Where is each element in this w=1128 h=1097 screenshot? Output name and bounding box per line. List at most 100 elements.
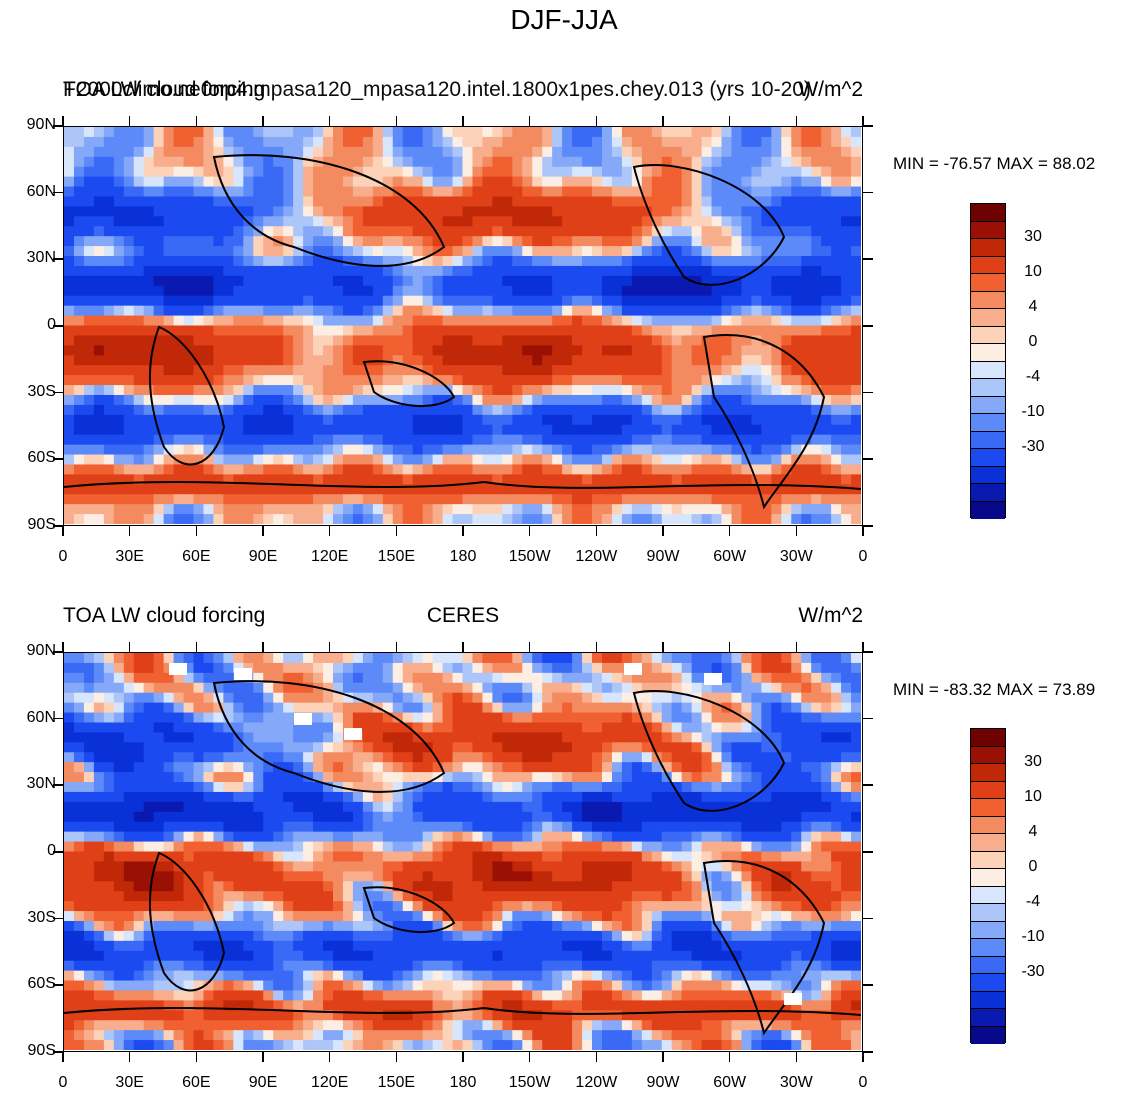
lon-tick: [528, 116, 531, 126]
lat-tick: [863, 917, 873, 920]
lon-tick-label: 0: [858, 548, 868, 565]
lon-tick-label: 90E: [248, 548, 278, 565]
cloud-forcing-field: [64, 127, 861, 524]
colorbar-label: 4: [1028, 298, 1038, 315]
lon-tick-label: 150W: [508, 1074, 551, 1091]
lon-tick: [128, 1052, 131, 1062]
lat-tick: [53, 851, 63, 853]
colorbar-segment: [971, 746, 1005, 764]
lon-tick-label: 30W: [779, 1074, 813, 1091]
coastline: [212, 680, 446, 793]
lat-tick: [53, 191, 63, 194]
lon-tick: [662, 116, 664, 126]
colorbar-segment: [971, 361, 1005, 379]
lon-tick: [862, 1052, 864, 1062]
colorbar-label: 10: [1024, 263, 1042, 280]
lat-tick-label: 60N: [26, 182, 56, 200]
colorbar-label: 30: [1024, 753, 1042, 770]
lat-tick: [53, 391, 63, 394]
lon-tick-label: 90W: [646, 1074, 680, 1091]
missing-data-patch: [294, 713, 312, 725]
lat-tick: [863, 525, 873, 527]
coastline: [702, 860, 826, 1036]
lon-tick-label: 90W: [646, 548, 680, 565]
lon-tick: [128, 642, 131, 652]
lon-tick: [595, 526, 598, 536]
lon-tick: [195, 526, 198, 536]
colorbar-label: -30: [1021, 438, 1045, 455]
lon-tick: [262, 116, 264, 126]
lon-tick: [262, 526, 264, 536]
lon-tick-label: 120E: [310, 548, 349, 565]
colorbar-segment: [971, 851, 1005, 869]
lat-tick: [863, 125, 873, 127]
colorbar-segment: [971, 239, 1005, 257]
colorbar-segment: [971, 466, 1005, 484]
lat-tick: [863, 325, 873, 327]
lat-tick-label: 90N: [26, 642, 56, 659]
lon-tick: [528, 1052, 531, 1062]
lon-tick-label: 30E: [115, 548, 144, 565]
lat-tick-label: 90S: [27, 516, 56, 533]
lat-tick: [53, 458, 63, 460]
colorbar-segment: [971, 939, 1005, 957]
lon-tick: [195, 1052, 198, 1062]
colorbar-segment: [971, 764, 1005, 782]
lon-tick: [662, 1052, 664, 1062]
colorbar: [970, 203, 1006, 519]
colorbar-segment: [971, 204, 1005, 222]
lat-tick-label: 30S: [27, 382, 56, 400]
lat-tick-label: 90N: [26, 116, 56, 133]
lat-tick: [53, 784, 63, 786]
lat-tick: [53, 651, 63, 653]
lon-tick: [662, 642, 664, 652]
colorbar-label: 30: [1024, 228, 1042, 245]
colorbar-segment: [971, 799, 1005, 817]
colorbar-segment: [971, 274, 1005, 292]
lat-tick: [863, 258, 873, 260]
lon-tick-label: 30W: [779, 548, 813, 565]
lon-tick: [528, 526, 531, 536]
lon-tick: [728, 1052, 731, 1062]
coastline: [212, 154, 446, 267]
colorbar-segment: [971, 869, 1005, 887]
missing-data-patch: [784, 993, 802, 1005]
lat-tick: [863, 784, 873, 786]
missing-data-patch: [234, 668, 252, 680]
lon-tick: [795, 1052, 798, 1062]
lat-tick: [53, 125, 63, 127]
lon-tick-label: 60E: [182, 548, 211, 565]
colorbar-segment: [971, 1009, 1005, 1027]
colorbar-label: -4: [1025, 893, 1041, 910]
lon-tick-label: 120W: [575, 548, 618, 565]
colorbar-segment: [971, 344, 1005, 362]
min-max-readout: MIN = -83.32 MAX = 73.89: [893, 680, 1096, 699]
lon-tick-label: 90E: [248, 1074, 278, 1091]
colorbar-label: 10: [1024, 788, 1042, 805]
colorbar-label: -10: [1021, 928, 1045, 945]
lat-tick-label: 0: [47, 842, 56, 859]
colorbar-segment: [971, 816, 1005, 834]
colorbar-segment: [971, 921, 1005, 939]
colorbar-segment: [971, 904, 1005, 922]
colorbar-label: 0: [1028, 333, 1038, 350]
lon-tick-label: 150W: [508, 548, 551, 565]
lon-tick: [195, 642, 198, 652]
lon-tick: [595, 642, 598, 652]
colorbar-segment: [971, 834, 1005, 852]
colorbar: [970, 728, 1006, 1044]
figure-suptitle: DJF-JJA: [510, 4, 618, 35]
min-max-readout: MIN = -76.57 MAX = 88.02: [893, 154, 1096, 173]
colorbar-label: 0: [1028, 858, 1038, 875]
colorbar-segment: [971, 781, 1005, 799]
panel-title-left: TOA LW cloud forcing: [63, 78, 266, 101]
lon-tick: [328, 642, 331, 652]
colorbar-segment: [971, 991, 1005, 1009]
lon-tick-label: 150E: [377, 548, 416, 565]
colorbar-segment: [971, 414, 1005, 432]
lat-tick: [53, 258, 63, 260]
coastline: [632, 164, 786, 286]
lon-tick: [395, 642, 398, 652]
colorbar-label: -10: [1021, 403, 1045, 420]
lon-tick-label: 60W: [713, 1074, 747, 1091]
